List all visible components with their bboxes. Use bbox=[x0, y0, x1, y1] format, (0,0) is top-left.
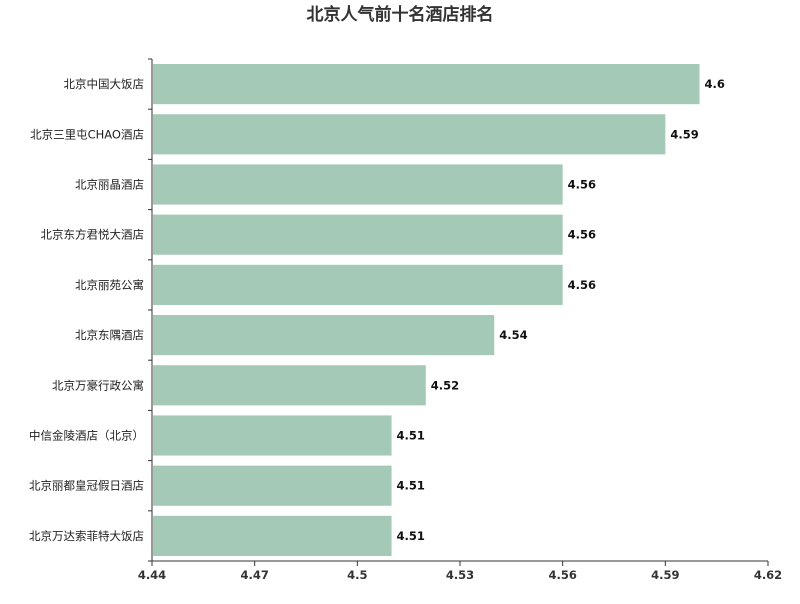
bars-layer: 4.6 4.59 4.56 4.56 4.56 4.54 4.52 4.51 4.51 4.51 bbox=[153, 64, 725, 556]
category-label: 北京中国大饭店 bbox=[64, 77, 145, 91]
category-label: 北京三里屯CHAO酒店 bbox=[30, 127, 144, 141]
bar bbox=[153, 64, 700, 105]
x-tick-label: 4.59 bbox=[651, 568, 679, 582]
data-label: 4.51 bbox=[397, 479, 425, 493]
x-tick-label: 4.47 bbox=[240, 568, 268, 582]
data-label: 4.51 bbox=[397, 429, 425, 443]
data-label: 4.6 bbox=[705, 77, 725, 91]
x-tick-label: 4.56 bbox=[548, 568, 576, 582]
data-label: 4.54 bbox=[499, 328, 527, 342]
data-label: 4.56 bbox=[568, 278, 596, 292]
data-label: 4.51 bbox=[397, 529, 425, 543]
axes-layer: 北京中国大饭店北京三里屯CHAO酒店北京丽晶酒店北京东方君悦大酒店北京丽苑公寓北… bbox=[29, 58, 782, 582]
category-label: 北京丽苑公寓 bbox=[75, 278, 144, 292]
bar bbox=[153, 515, 392, 556]
data-label: 4.56 bbox=[568, 228, 596, 242]
bar bbox=[153, 415, 392, 456]
bar bbox=[153, 164, 563, 205]
category-label: 北京东方君悦大酒店 bbox=[41, 228, 145, 242]
category-label: 中信金陵酒店（北京） bbox=[29, 429, 144, 443]
bar bbox=[153, 214, 563, 255]
bar bbox=[153, 365, 426, 406]
x-tick-label: 4.44 bbox=[138, 568, 166, 582]
bar bbox=[153, 315, 495, 356]
category-label: 北京东隅酒店 bbox=[75, 328, 144, 342]
x-tick-label: 4.53 bbox=[446, 568, 474, 582]
bar bbox=[153, 264, 563, 305]
x-tick-label: 4.62 bbox=[754, 568, 782, 582]
bar bbox=[153, 114, 666, 155]
x-tick-label: 4.5 bbox=[347, 568, 367, 582]
category-label: 北京万豪行政公寓 bbox=[52, 378, 144, 392]
category-label: 北京万达索菲特大饭店 bbox=[29, 529, 144, 543]
data-label: 4.52 bbox=[431, 378, 459, 392]
category-label: 北京丽都皇冠假日酒店 bbox=[29, 479, 144, 493]
data-label: 4.56 bbox=[568, 178, 596, 192]
category-label: 北京丽晶酒店 bbox=[75, 178, 144, 192]
data-label: 4.59 bbox=[670, 127, 698, 141]
bar bbox=[153, 465, 392, 506]
chart-title: 北京人气前十名酒店排名 bbox=[307, 4, 494, 25]
